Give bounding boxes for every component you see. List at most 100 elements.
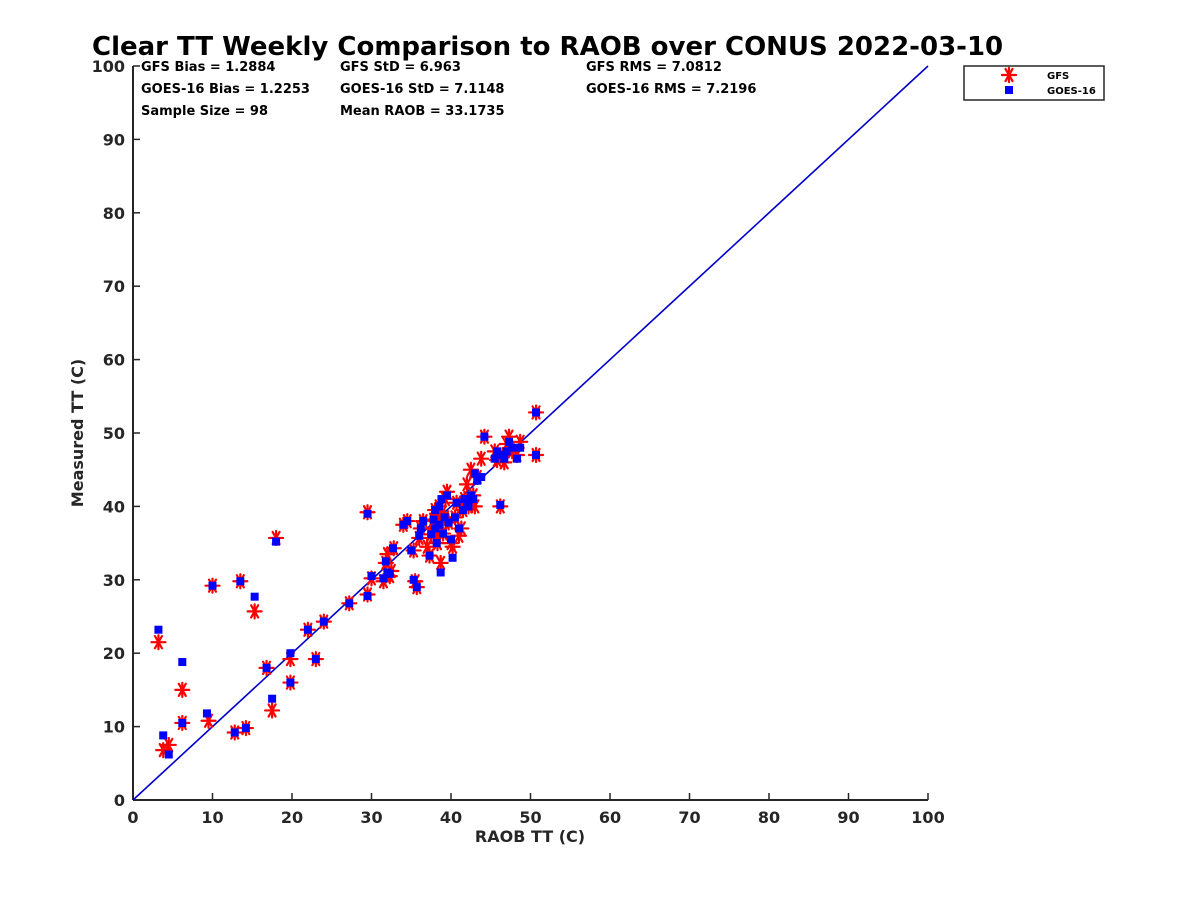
goes-point [477, 473, 486, 482]
goes-point [268, 694, 277, 703]
stat-goes-std: GOES-16 StD = 7.1148 [340, 82, 504, 97]
goes-point [202, 709, 211, 718]
x-tick-label: 90 [837, 808, 859, 827]
gfs-point [150, 634, 167, 651]
goes-point [381, 557, 390, 566]
goes-point [427, 530, 436, 539]
goes-point [429, 515, 438, 524]
legend-goes-marker [1005, 86, 1013, 94]
legend-gfs-asterisk [1000, 66, 1018, 84]
y-tick-label: 90 [103, 130, 125, 149]
stat-gfs-std: GFS StD = 6.963 [340, 60, 461, 75]
goes-point [458, 506, 467, 515]
x-tick-label: 100 [911, 808, 944, 827]
goes-point [311, 655, 320, 664]
goes-point [469, 495, 478, 504]
goes-point [367, 572, 376, 581]
goes-point [435, 520, 444, 529]
goes-point [230, 728, 239, 737]
goes-point [379, 574, 388, 583]
goes-point [262, 663, 271, 672]
stat-mean-raob: Mean RAOB = 33.1735 [340, 104, 505, 119]
goes-point [447, 535, 455, 544]
x-tick-label: 0 [127, 808, 138, 827]
gfs-point [160, 736, 177, 754]
goes-point [435, 502, 444, 511]
legend-goes-label: GOES-16 [1047, 86, 1096, 97]
gfs-point [174, 681, 191, 699]
gfs-point [246, 603, 263, 620]
gfs-point [432, 554, 449, 572]
y-tick-label: 80 [103, 204, 125, 223]
goes-point [450, 513, 459, 522]
goes-point [452, 498, 461, 507]
x-tick-label: 30 [360, 808, 382, 827]
goes-point [303, 625, 312, 634]
gfs-point [264, 702, 281, 719]
goes-point [425, 551, 434, 560]
gfs-point [473, 450, 490, 467]
goes-point [505, 437, 514, 446]
goes-point [432, 539, 441, 548]
legend-box [963, 65, 1105, 101]
goes-point [409, 575, 418, 584]
goes-point [443, 491, 452, 500]
goes-point [436, 568, 445, 577]
goes-point [286, 678, 295, 687]
goes-point [500, 454, 509, 463]
goes-point [490, 454, 499, 463]
y-tick-label: 70 [103, 277, 125, 296]
gfs-point [458, 476, 475, 493]
reference-line [132, 65, 929, 801]
goes-point [178, 658, 187, 667]
stat-gfs-rms: GFS RMS = 7.0812 [586, 60, 722, 75]
x-tick-label: 20 [281, 808, 303, 827]
goes-point [448, 553, 457, 562]
goes-point [439, 529, 448, 538]
legend-gfs-label: GFS [1047, 71, 1069, 82]
x-tick-label: 60 [599, 808, 621, 827]
goes-point [419, 517, 428, 526]
goes-point [319, 617, 328, 626]
goes-point [208, 581, 217, 590]
goes-point [403, 517, 412, 526]
goes-point [407, 546, 416, 555]
goes-point [159, 731, 168, 740]
goes-point [532, 451, 541, 460]
goes-point [272, 537, 281, 546]
axis-ticks: 0 10 20 30 40 50 60 70 80 90 100 0 10 20 30 40 50 60 70 80 9… [92, 57, 945, 827]
goes-point [454, 524, 463, 533]
goes-point [480, 432, 489, 441]
x-axis-label: RAOB TT (C) [475, 827, 585, 846]
goes-point [516, 443, 525, 452]
y-tick-label: 10 [103, 718, 125, 737]
stat-gfs-bias: GFS Bias = 1.2884 [141, 60, 275, 75]
goes-point [532, 408, 541, 417]
stat-sample-size: Sample Size = 98 [141, 104, 268, 119]
legend: GFS GOES-16 [963, 65, 1105, 101]
stat-goes-bias: GOES-16 Bias = 1.2253 [141, 82, 310, 97]
chart-title: Clear TT Weekly Comparison to RAOB over … [92, 32, 1003, 62]
x-tick-label: 50 [519, 808, 541, 827]
y-axis-label: Measured TT (C) [68, 359, 87, 507]
x-tick-label: 10 [201, 808, 223, 827]
goes-point [385, 569, 394, 578]
y-tick-label: 50 [103, 424, 125, 443]
goes-point [286, 649, 295, 658]
goes-point [440, 513, 449, 522]
legend-gfs-marker [1000, 66, 1018, 84]
goes-point [154, 625, 163, 634]
goes-point [178, 718, 187, 727]
goes-point [363, 591, 372, 600]
goes-point [464, 502, 473, 511]
goes-point [437, 495, 446, 504]
goes-point [345, 599, 354, 608]
y-tick-label: 60 [103, 351, 125, 370]
goes-point [250, 592, 259, 601]
goes-point [241, 724, 250, 733]
goes-point [415, 531, 424, 540]
gfs-series [150, 404, 545, 759]
goes-point [512, 454, 521, 463]
y-tick-label: 0 [114, 791, 125, 810]
